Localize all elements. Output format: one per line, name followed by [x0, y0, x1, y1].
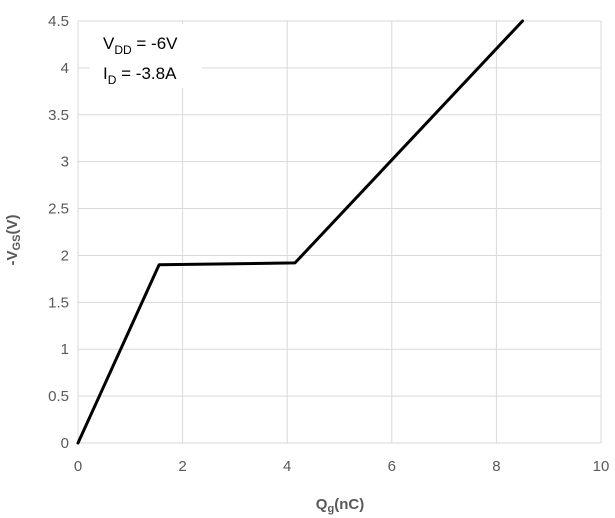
annotation-id: ID = -3.8A — [103, 64, 177, 87]
y-tick-label: 2.5 — [48, 201, 69, 218]
annotation-vdd: VDD = -6V — [103, 34, 178, 57]
x-axis-ticks: 0 2 4 6 8 10 — [74, 458, 610, 475]
x-tick-label: 4 — [283, 458, 291, 475]
x-axis-title: Qg(nC) — [316, 496, 364, 515]
y-tick-label: 1 — [61, 341, 69, 358]
x-tick-label: 10 — [593, 458, 610, 475]
y-tick-label: 3.5 — [48, 107, 69, 124]
y-tick-label: 3 — [61, 154, 69, 171]
annotation-box — [90, 24, 202, 88]
y-tick-label: 1.5 — [48, 294, 69, 311]
x-tick-label: 2 — [178, 458, 186, 475]
y-tick-label: 2 — [61, 247, 69, 264]
y-tick-label: 0 — [61, 435, 69, 452]
series-layer — [76, 19, 524, 445]
series-line — [76, 19, 524, 445]
x-tick-label: 0 — [74, 458, 82, 475]
x-tick-label: 6 — [388, 458, 396, 475]
y-tick-label: 0.5 — [48, 388, 69, 405]
x-tick-label: 8 — [492, 458, 500, 475]
grid-lines — [77, 20, 602, 444]
y-tick-label: 4 — [61, 60, 69, 77]
y-axis-title: -VGS(V) — [4, 215, 23, 266]
y-axis-ticks: 0 0.5 1 1.5 2 2.5 3 3.5 4 4.5 — [48, 13, 69, 452]
y-tick-label: 4.5 — [48, 13, 69, 30]
